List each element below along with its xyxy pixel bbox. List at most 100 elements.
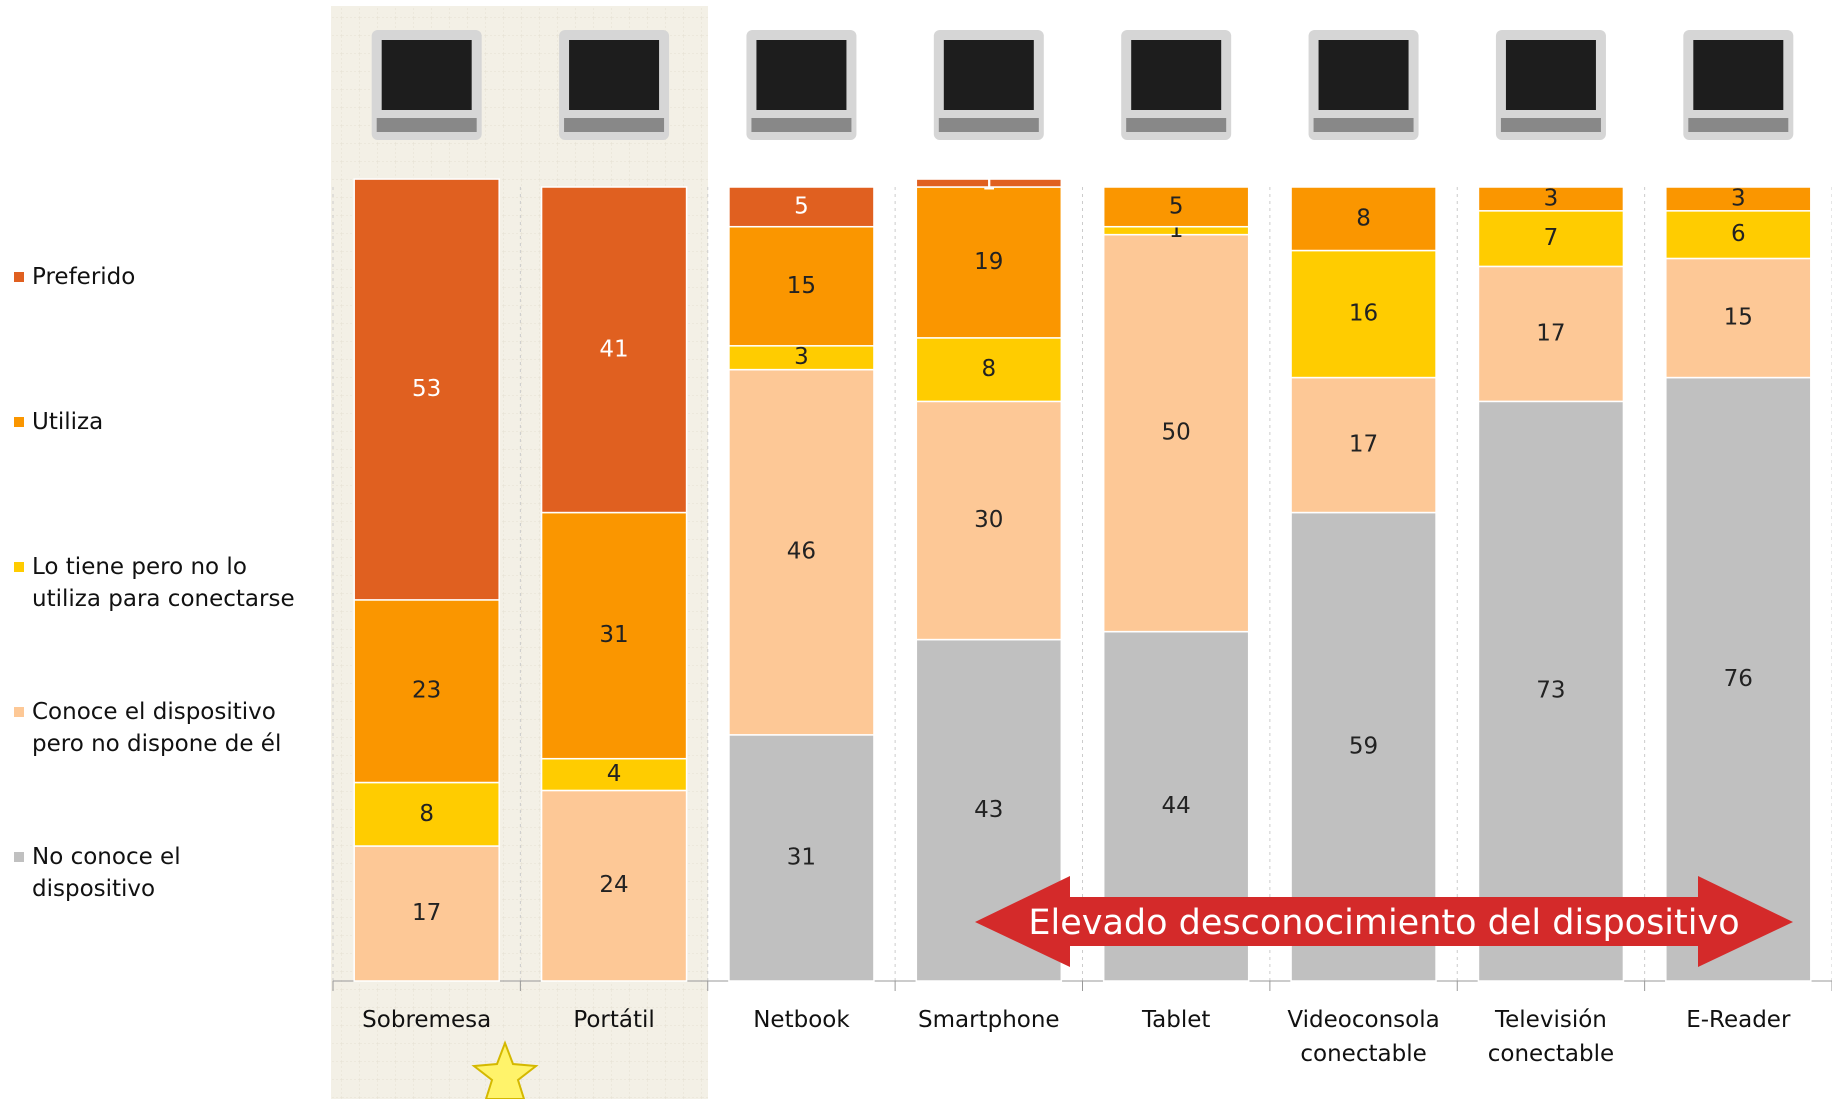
value-label: 17 (1349, 432, 1378, 458)
bars: 1782353244314131463155433081914450155917… (332, 170, 1832, 991)
value-label: 17 (1536, 320, 1565, 346)
bar-segment (540, 511, 688, 760)
value-label: 7 (1544, 225, 1559, 251)
value-label: 76 (1724, 666, 1753, 692)
device-base (1313, 118, 1414, 132)
legend-label: Preferido (32, 264, 136, 290)
bar-segment (1665, 186, 1812, 212)
value-label: 30 (974, 507, 1003, 533)
legend-label: Utiliza (32, 409, 104, 435)
legend-swatch (14, 417, 24, 427)
bar-segment (915, 186, 1063, 339)
x-tick-label: Videoconsola conectable (1287, 1007, 1440, 1067)
value-label: 43 (974, 797, 1003, 823)
x-tick-label: Tablet (1141, 1007, 1211, 1033)
x-tick-label: Smartphone (918, 1007, 1060, 1033)
value-label: 19 (974, 249, 1003, 275)
device-screen (381, 40, 472, 110)
value-label: 3 (794, 344, 809, 370)
value-label: 15 (787, 273, 816, 299)
bar-segment (1477, 210, 1625, 268)
x-tick-label: Sobremesa (362, 1007, 492, 1033)
device-screen (1318, 40, 1409, 110)
device-screen (1505, 40, 1596, 110)
value-label: 50 (1162, 420, 1191, 446)
device-screen (569, 40, 660, 110)
bar-segment (915, 400, 1063, 641)
bar-segment (353, 845, 500, 982)
legend-item: Conoce el dispositivo pero no dispone de… (14, 696, 314, 760)
value-label: 31 (599, 622, 628, 648)
legend-swatch (14, 272, 24, 282)
legend-label: Conoce el dispositivo pero no dispone de… (32, 699, 282, 757)
device-screen (756, 40, 847, 110)
value-label: 15 (1724, 305, 1753, 331)
device-screen (1131, 40, 1222, 110)
legend-item: Utiliza (14, 406, 314, 438)
value-label: 3 (1731, 185, 1746, 211)
x-tick-label: E-Reader (1686, 1007, 1791, 1033)
bar-segment (1477, 400, 1625, 982)
value-label: 46 (787, 539, 816, 565)
legend-item: No conoce el dispositivo (14, 841, 314, 905)
value-label: 73 (1536, 678, 1565, 704)
value-label: 44 (1162, 793, 1191, 819)
legend-item: Preferido (14, 261, 314, 293)
device-base (376, 118, 477, 132)
bar-segment (915, 337, 1063, 403)
bar-segment (728, 368, 875, 736)
value-label: 5 (794, 193, 809, 219)
device-screen (943, 40, 1034, 110)
value-label: 6 (1731, 221, 1746, 247)
bar-segment (1102, 233, 1250, 633)
legend-swatch (14, 707, 24, 717)
bar-segment (728, 186, 875, 228)
device-base (751, 118, 852, 132)
bar-segment (1102, 186, 1250, 228)
annotation-text: Elevado desconocimiento del dispositivo (1028, 903, 1739, 943)
value-label: 24 (599, 872, 628, 898)
arrow-shape (975, 876, 1793, 967)
x-tick-label: Portátil (573, 1007, 655, 1033)
legend-label: Lo tiene pero no lo utiliza para conecta… (32, 554, 295, 612)
value-label: 1 (981, 170, 996, 196)
bar-segment (1665, 376, 1812, 982)
bar-segment (540, 186, 688, 514)
device-base (564, 118, 665, 132)
value-label: 4 (607, 761, 622, 787)
value-label: 17 (412, 900, 441, 926)
bar-segment (1290, 376, 1437, 514)
bar-segment (1477, 265, 1625, 403)
bar-segment (540, 757, 688, 792)
bar-segment (1290, 249, 1437, 379)
legend-swatch (14, 562, 24, 572)
value-label: 53 (412, 376, 441, 402)
bar-segment (728, 225, 875, 347)
value-label: 31 (787, 844, 816, 870)
legend-item: Lo tiene pero no lo utiliza para conecta… (14, 551, 314, 615)
bar-segment (353, 178, 500, 601)
value-label: 59 (1349, 733, 1378, 759)
device-base (938, 118, 1039, 132)
bar-segment (728, 734, 875, 982)
device-screen (1693, 40, 1784, 110)
device-base (1126, 118, 1227, 132)
device-base (1688, 118, 1789, 132)
legend-swatch (14, 852, 24, 862)
annotation-arrow: Elevado desconocimiento del dispositivo (975, 876, 1793, 967)
bar-segment (540, 789, 688, 982)
value-label: 8 (419, 801, 434, 827)
bar-segment (915, 178, 1063, 188)
legend-label: No conoce el dispositivo (32, 844, 181, 902)
bar-segment (1665, 257, 1812, 379)
bar-segment (1477, 186, 1625, 212)
x-tick-label: Televisión conectable (1487, 1007, 1615, 1067)
x-tick-label: Netbook (753, 1007, 850, 1033)
star (471, 1040, 539, 1099)
device-base (1500, 118, 1601, 132)
value-label: 8 (1356, 205, 1371, 231)
bar-segment (1290, 186, 1437, 252)
value-label: 16 (1349, 301, 1378, 327)
